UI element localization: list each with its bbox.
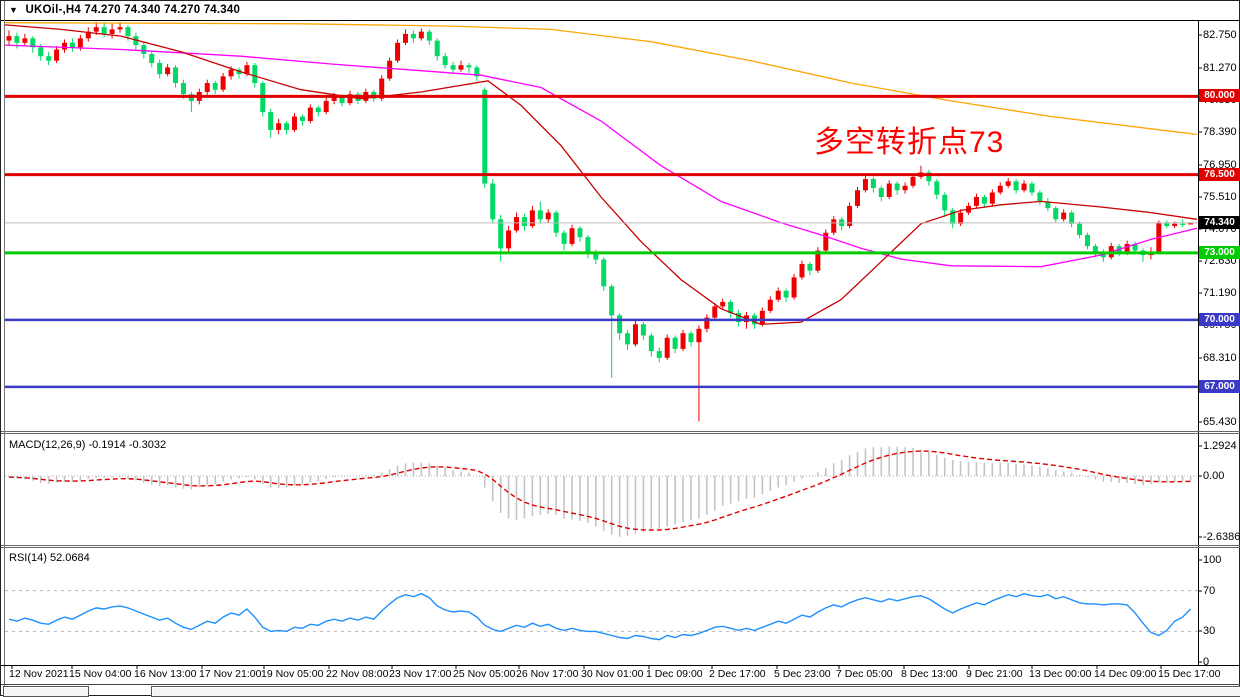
macd-scale-0.00: 0.00 (1203, 470, 1225, 482)
time-label: 1 Dec 09:00 (646, 668, 703, 680)
price-tick-81.270: 81.270 (1203, 62, 1237, 74)
macd-signal-line (8, 450, 1191, 531)
time-label: 17 Nov 21:00 (199, 668, 262, 680)
time-label: 23 Nov 17:00 (389, 668, 452, 680)
dropdown-triangle-icon[interactable]: ▼ (9, 5, 19, 15)
time-label: 5 Dec 23:00 (774, 668, 831, 680)
ma-slow-orange (4, 22, 1198, 136)
time-label: 25 Nov 05:00 (453, 668, 516, 680)
time-label: 12 Nov 2021 (9, 668, 69, 680)
price-badge-73.000: 73.000 (1199, 246, 1240, 259)
time-label: 16 Nov 13:00 (134, 668, 197, 680)
price-tick-65.430: 65.430 (1203, 416, 1237, 428)
price-badge-74.340: 74.340 (1199, 216, 1240, 229)
macd-histogram (8, 446, 1192, 537)
bottom-left-box[interactable] (3, 686, 89, 697)
price-badge-67.000: 67.000 (1199, 380, 1240, 393)
chinese-annotation[interactable]: 多空转折点73 (814, 126, 1005, 159)
rsi-scale-70: 70 (1203, 585, 1216, 597)
macd-indicator-label: MACD(12,26,9) -0.1914 -0.3032 (9, 439, 167, 451)
macd-scale--2.6386: -2.6386 (1203, 531, 1240, 543)
candles-group (6, 22, 1194, 422)
rsi-indicator-label: RSI(14) 52.0684 (9, 552, 90, 564)
price-tick-75.510: 75.510 (1203, 191, 1237, 203)
ohlc-values: 74.270 74.340 74.270 74.340 (84, 4, 241, 16)
price-badge-80.000: 80.000 (1199, 89, 1240, 102)
macd-scale-1.2924: 1.2924 (1203, 440, 1237, 452)
rsi-scale-30: 30 (1203, 625, 1216, 637)
ma-fast-crimson (4, 24, 1198, 325)
time-label: 14 Dec 09:00 (1094, 668, 1157, 680)
time-label: 13 Dec 00:00 (1029, 668, 1092, 680)
price-tick-78.390: 78.390 (1203, 126, 1237, 138)
time-label: 2 Dec 17:00 (709, 668, 766, 680)
time-label: 7 Dec 05:00 (836, 668, 893, 680)
time-label: 8 Dec 13:00 (901, 668, 958, 680)
rsi-scale-0: 0 (1203, 656, 1210, 668)
time-label: 9 Dec 21:00 (966, 668, 1023, 680)
time-label: 19 Nov 05:00 (261, 668, 324, 680)
rsi-line (8, 592, 1192, 641)
time-label: 15 Dec 17:00 (1158, 668, 1221, 680)
ma-mid-magenta (4, 44, 1198, 268)
price-badge-76.500: 76.500 (1199, 168, 1240, 181)
price-badge-70.000: 70.000 (1199, 313, 1240, 326)
time-label: 15 Nov 04:00 (69, 668, 132, 680)
chart-header: ▼ UKOil-,H4 74.270 74.340 74.270 74.340 (9, 4, 240, 16)
horizontal-scrollbar[interactable] (151, 686, 1240, 697)
time-label: 26 Nov 17:00 (516, 668, 579, 680)
time-label: 30 Nov 01:00 (581, 668, 644, 680)
time-label: 22 Nov 08:00 (326, 668, 389, 680)
price-tick-82.750: 82.750 (1203, 29, 1237, 41)
price-tick-71.190: 71.190 (1203, 287, 1237, 299)
rsi-scale-100: 100 (1203, 554, 1222, 566)
symbol-period-label: UKOil-,H4 (25, 4, 81, 16)
price-tick-68.310: 68.310 (1203, 352, 1237, 364)
